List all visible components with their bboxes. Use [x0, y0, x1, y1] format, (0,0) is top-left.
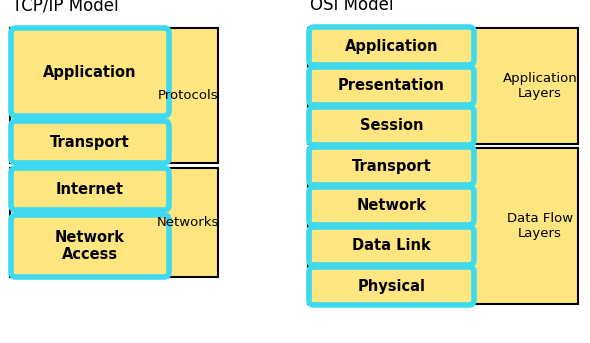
FancyBboxPatch shape	[11, 121, 169, 163]
FancyBboxPatch shape	[11, 215, 169, 277]
Text: Network
Access: Network Access	[55, 230, 125, 262]
Text: Application
Layers: Application Layers	[503, 72, 578, 100]
Text: Data Link: Data Link	[352, 238, 431, 253]
FancyBboxPatch shape	[308, 148, 578, 304]
FancyBboxPatch shape	[308, 28, 578, 144]
Text: Presentation: Presentation	[338, 79, 445, 94]
Text: Networks: Networks	[157, 216, 219, 229]
Text: Session: Session	[360, 118, 423, 133]
FancyBboxPatch shape	[309, 67, 474, 105]
Text: Application: Application	[345, 38, 438, 54]
Text: Physical: Physical	[358, 279, 425, 294]
Text: Application: Application	[43, 64, 137, 80]
Text: Internet: Internet	[56, 181, 124, 197]
FancyBboxPatch shape	[309, 227, 474, 265]
FancyBboxPatch shape	[309, 147, 474, 185]
Text: Transport: Transport	[50, 134, 130, 150]
FancyBboxPatch shape	[11, 168, 169, 210]
FancyBboxPatch shape	[10, 168, 218, 277]
FancyBboxPatch shape	[309, 107, 474, 145]
FancyBboxPatch shape	[10, 28, 218, 163]
Text: Protocols: Protocols	[158, 89, 218, 102]
Text: Data Flow
Layers: Data Flow Layers	[507, 212, 573, 240]
Text: Transport: Transport	[352, 158, 431, 174]
FancyBboxPatch shape	[11, 28, 169, 116]
Text: TCP/IP Model: TCP/IP Model	[12, 0, 119, 14]
Text: OSI Model: OSI Model	[310, 0, 394, 14]
FancyBboxPatch shape	[309, 187, 474, 225]
FancyBboxPatch shape	[309, 27, 474, 65]
Text: Network: Network	[356, 199, 427, 213]
FancyBboxPatch shape	[309, 267, 474, 305]
